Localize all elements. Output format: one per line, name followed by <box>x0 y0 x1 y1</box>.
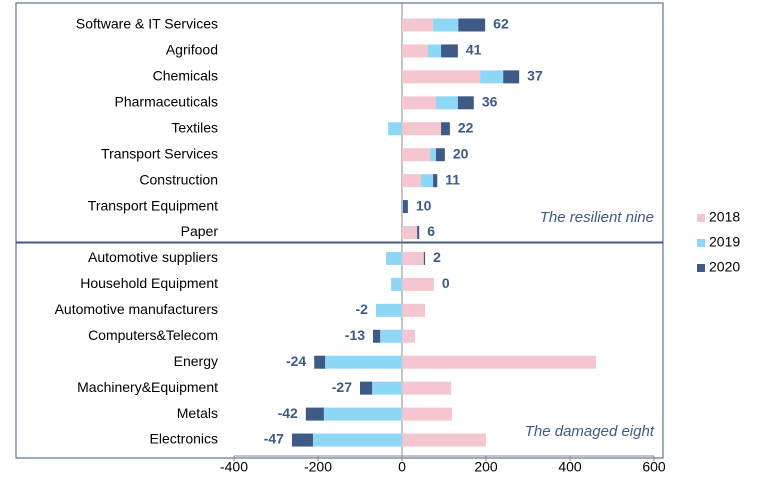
y-tick-label: Energy <box>174 353 218 369</box>
value-label: 36 <box>482 94 498 110</box>
bar-segment <box>402 96 437 110</box>
x-tick-label: -400 <box>220 459 248 475</box>
bar-segment <box>402 200 408 214</box>
bar-segment <box>402 18 434 32</box>
legend-label: 2020 <box>709 259 740 275</box>
y-tick-label: Pharmaceuticals <box>115 94 219 110</box>
annotation: The damaged eight <box>525 423 655 440</box>
bar-segment <box>323 407 402 421</box>
group-box <box>15 2 664 243</box>
bar-segment <box>430 148 437 162</box>
value-label: 41 <box>466 42 482 58</box>
value-label: -42 <box>278 405 298 421</box>
bar-segment <box>433 174 438 188</box>
bar-segment <box>503 70 520 84</box>
y-tick-label: Metals <box>177 405 218 421</box>
bar-segment <box>312 433 402 447</box>
y-tick-label: Transport Equipment <box>88 197 218 213</box>
value-label: 20 <box>453 145 469 161</box>
x-tick-label: 200 <box>474 459 498 475</box>
bar-segment <box>402 174 421 188</box>
bar-segment <box>375 303 402 317</box>
value-label: -47 <box>264 431 284 447</box>
bar-segment <box>441 44 458 58</box>
bar-segment <box>391 277 402 291</box>
bar-segment <box>372 381 402 395</box>
y-tick-label: Paper <box>181 223 219 239</box>
value-label: 0 <box>442 275 450 291</box>
value-label: 2 <box>433 249 441 265</box>
value-label: -2 <box>356 301 369 317</box>
y-tick-label: Electronics <box>150 431 218 447</box>
bar-segment <box>291 433 313 447</box>
bar-segment <box>436 96 458 110</box>
bar-segment <box>402 226 418 240</box>
bar-segment <box>436 148 445 162</box>
bar-segment <box>402 44 429 58</box>
y-tick-label: Textiles <box>171 119 218 135</box>
bar-segment <box>458 18 486 32</box>
bar-segment <box>441 122 450 136</box>
y-tick-label: Software & IT Services <box>76 16 218 32</box>
legend-swatch <box>697 264 705 272</box>
bar-segment <box>314 355 326 369</box>
bar-segment <box>386 251 402 265</box>
annotation: The resilient nine <box>540 209 654 226</box>
value-label: 11 <box>445 171 460 187</box>
legend-swatch <box>697 214 705 222</box>
value-label: 37 <box>527 68 543 84</box>
y-tick-label: Computers&Telecom <box>88 327 218 343</box>
value-label: -27 <box>332 379 352 395</box>
y-tick-label: Automotive manufacturers <box>55 301 218 317</box>
bar-segment <box>305 407 324 421</box>
bar-segment <box>402 433 486 447</box>
bar-segment <box>402 70 481 84</box>
legend-swatch <box>697 239 705 247</box>
y-tick-label: Household Equipment <box>80 275 218 291</box>
bar-segment <box>360 381 373 395</box>
bar-segment <box>380 329 402 343</box>
bar-segment <box>402 277 434 291</box>
y-tick-label: Transport Services <box>101 145 218 161</box>
bar-segment <box>402 200 403 214</box>
bar-segment <box>457 96 474 110</box>
bar-segment <box>423 251 426 265</box>
bar-segment <box>417 226 420 240</box>
legend-label: 2019 <box>709 234 740 250</box>
x-tick-label: 0 <box>398 459 406 475</box>
bar-segment <box>433 18 459 32</box>
legend-label: 2018 <box>709 209 740 225</box>
bar-segment <box>402 303 426 317</box>
value-label: 62 <box>493 16 509 32</box>
x-tick-label: -200 <box>304 459 332 475</box>
y-tick-label: Automotive suppliers <box>88 249 218 265</box>
value-label: 6 <box>427 223 435 239</box>
value-label: -13 <box>345 327 365 343</box>
bar-segment <box>480 70 504 84</box>
x-tick-label: 600 <box>642 459 666 475</box>
bar-segment <box>402 407 452 421</box>
value-label: 22 <box>458 119 474 135</box>
y-tick-label: Agrifood <box>166 42 218 58</box>
value-label: -24 <box>286 353 306 369</box>
group-box <box>15 242 664 459</box>
bar-segment <box>325 355 402 369</box>
y-tick-label: Machinery&Equipment <box>77 379 218 395</box>
x-tick-label: 400 <box>558 459 582 475</box>
bar-segment <box>420 174 434 188</box>
bar-segment <box>388 122 402 136</box>
bar-segment <box>402 329 416 343</box>
bar-segment <box>428 44 442 58</box>
bar-segment <box>402 381 452 395</box>
value-label: 10 <box>416 197 432 213</box>
y-tick-label: Chemicals <box>153 68 218 84</box>
y-tick-label: Construction <box>139 171 218 187</box>
bar-segment <box>402 355 597 369</box>
bar-segment <box>373 329 381 343</box>
bar-segment <box>402 122 442 136</box>
bar-segment <box>402 148 431 162</box>
bar-segment <box>402 251 424 265</box>
